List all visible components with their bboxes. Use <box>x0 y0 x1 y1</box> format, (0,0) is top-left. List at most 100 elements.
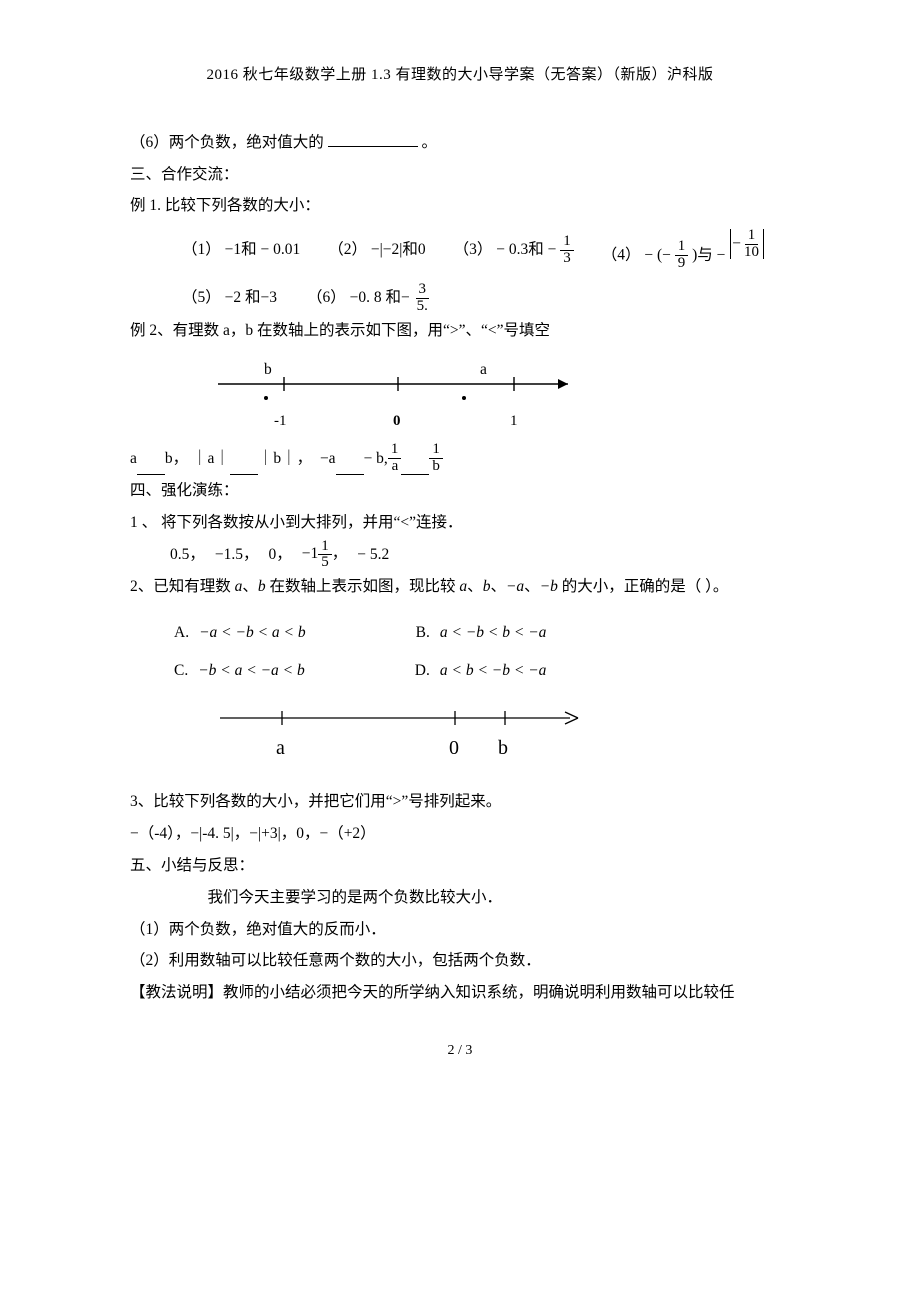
q1: 1 、 将下列各数按从小到大排列，并用“<”连接． <box>130 507 790 539</box>
p2-text: −|−2|和0 <box>371 241 426 258</box>
blank-1 <box>137 459 165 475</box>
nl2-b: b <box>498 728 508 769</box>
q2-a2: a <box>459 578 467 595</box>
fr-f2n: 1 <box>429 442 443 459</box>
q2-p1: 2、已知有理数 <box>130 578 235 595</box>
blank-4 <box>401 459 429 475</box>
p5-text: −2 和−3 <box>225 289 277 306</box>
optB-lab: B. <box>416 617 430 649</box>
p3-den: 3 <box>560 251 574 267</box>
example-1: 例 1. 比较下列各数的大小： <box>130 190 790 222</box>
p6-num: 3 <box>416 282 430 299</box>
number-line-2: a 0 b <box>220 696 590 756</box>
p1-label: （1） <box>182 241 221 258</box>
fr-absa: ｜a｜ <box>192 443 230 475</box>
q1-b: −1.5， <box>215 539 259 571</box>
page-number: 2 / 3 <box>130 1037 790 1066</box>
q2-p6: 的大小，正确的是（ ）。 <box>558 578 729 595</box>
nl1-b: b <box>264 354 272 386</box>
q1-d-frac: 1 5 <box>318 539 332 572</box>
fr-frac1: 1 a <box>388 442 402 475</box>
fr-f1d: a <box>389 459 402 475</box>
optD-lab: D. <box>415 655 430 687</box>
nl1-one: 1 <box>510 406 518 437</box>
p2-label: （2） <box>328 241 367 258</box>
blank-3 <box>336 459 364 475</box>
option-a: A. −a < −b < a < b <box>174 617 306 649</box>
p4-den2: 10 <box>741 245 762 261</box>
section-5-title: 五、小结与反思： <box>130 850 790 882</box>
fr-f2d: b <box>429 459 443 475</box>
s5-4: 【教法说明】教师的小结必须把今天的所学纳入知识系统，明确说明利用数轴可以比较任 <box>130 977 790 1009</box>
nl1-zero: 0 <box>393 406 401 437</box>
q2-p2: 、 <box>242 578 258 595</box>
q3: 3、比较下列各数的大小，并把它们用“>”号排列起来。 <box>130 786 790 818</box>
fr-frac2: 1 b <box>429 442 443 475</box>
fr-negb: − b, <box>364 443 388 475</box>
p6-frac: 3 5. <box>414 282 431 315</box>
item-6: （6）两个负数，绝对值大的 。 <box>130 127 790 159</box>
optC-expr: −b < a < −a < b <box>198 655 305 687</box>
p3-num: 1 <box>560 234 574 251</box>
p3-frac: 1 3 <box>560 234 574 267</box>
q1-d-pre: −1 <box>302 545 319 562</box>
q2-na: −a <box>506 578 524 595</box>
p3-prefix: − 0.3和 − <box>496 241 556 258</box>
optB-expr: a < −b < b < −a <box>440 617 547 649</box>
section-4-title: 四、强化演练： <box>130 475 790 507</box>
optD-expr: a < b < −b < −a <box>440 655 547 687</box>
p1-text: −1和 − 0.01 <box>225 241 301 258</box>
blank-2 <box>230 459 258 475</box>
example-1-row2: （5） −2 和−3 （6） −0. 8 和− 3 5. <box>182 282 790 315</box>
q1-e: − 5.2 <box>357 539 389 571</box>
fr-nega: −a <box>320 443 336 475</box>
p3-label: （3） <box>454 241 493 258</box>
option-c: C. −b < a < −a < b <box>174 655 305 687</box>
doc-header: 2016 秋七年级数学上册 1.3 有理数的大小导学案（无答案）（新版）沪科版 <box>130 60 790 91</box>
fr-f1n: 1 <box>388 442 402 459</box>
p4-mid: )与 − <box>692 246 725 263</box>
ex1-p5: （5） −2 和−3 <box>182 282 277 314</box>
options: A. −a < −b < a < b B. a < −b < b < −a C.… <box>174 617 790 687</box>
p6-label: （6） <box>307 289 346 306</box>
q2-p4: 、 <box>467 578 483 595</box>
item-6-text: （6）两个负数，绝对值大的 <box>130 134 324 151</box>
q3-numbers: −（-4），−|-4. 5|，−|+3|，0，−（+2） <box>130 818 790 850</box>
nl2-zero: 0 <box>449 728 459 769</box>
p4-frac1: 1 9 <box>675 239 689 272</box>
fr-a: a <box>130 443 137 475</box>
s5-3: （2）利用数轴可以比较任意两个数的大小，包括两个负数． <box>130 945 790 977</box>
q2-p3: 在数轴上表示如图，现比较 <box>266 578 460 595</box>
p4-num1: 1 <box>675 239 689 256</box>
nl1-neg1: -1 <box>274 406 287 437</box>
option-b: B. a < −b < b < −a <box>416 617 547 649</box>
fr-absb: ｜b｜， <box>258 443 312 475</box>
ex1-p2: （2） −|−2|和0 <box>328 234 425 266</box>
p6-den: 5. <box>414 299 431 315</box>
ex1-p3: （3） − 0.3和 − 1 3 <box>454 234 574 267</box>
q1-a: 0.5， <box>170 539 205 571</box>
q2-p4b: 、 <box>490 578 506 595</box>
q2-p5: 、 <box>524 578 540 595</box>
q1-d-num: 1 <box>318 539 332 556</box>
q1-numbers: 0.5， −1.5， 0， −1 1 5 ， − 5.2 <box>170 538 790 571</box>
s5-1: 我们今天主要学习的是两个负数比较大小． <box>130 882 790 914</box>
p4-den1: 9 <box>675 256 689 272</box>
q1-d: −1 1 5 ， <box>302 538 348 571</box>
optC-lab: C. <box>174 655 188 687</box>
section-3-title: 三、合作交流： <box>130 159 790 191</box>
nl1-a: a <box>480 354 487 386</box>
q1-c: 0， <box>269 539 292 571</box>
optA-lab: A. <box>174 617 189 649</box>
example-2: 例 2、有理数 a，b 在数轴上的表示如下图，用“>”、“<”号填空 <box>130 315 790 347</box>
example-1-row1: （1） −1和 − 0.01 （2） −|−2|和0 （3） − 0.3和 − … <box>182 228 790 272</box>
ex1-p4: （4） − (− 1 9 )与 − − 1 10 <box>602 228 765 272</box>
s5-2: （1）两个负数，绝对值大的反而小． <box>130 914 790 946</box>
q2: 2、已知有理数 a、b 在数轴上表示如图，现比较 a、b、−a、−b 的大小，正… <box>130 571 790 603</box>
p4-prefix: − (− <box>644 246 671 263</box>
blank-fill <box>328 131 418 147</box>
p4-frac2: 1 10 <box>741 228 762 261</box>
number-line-1: b a -1 0 1 <box>218 360 588 434</box>
ex1-p6: （6） −0. 8 和− 3 5. <box>307 282 431 315</box>
nl2-a: a <box>276 728 285 769</box>
